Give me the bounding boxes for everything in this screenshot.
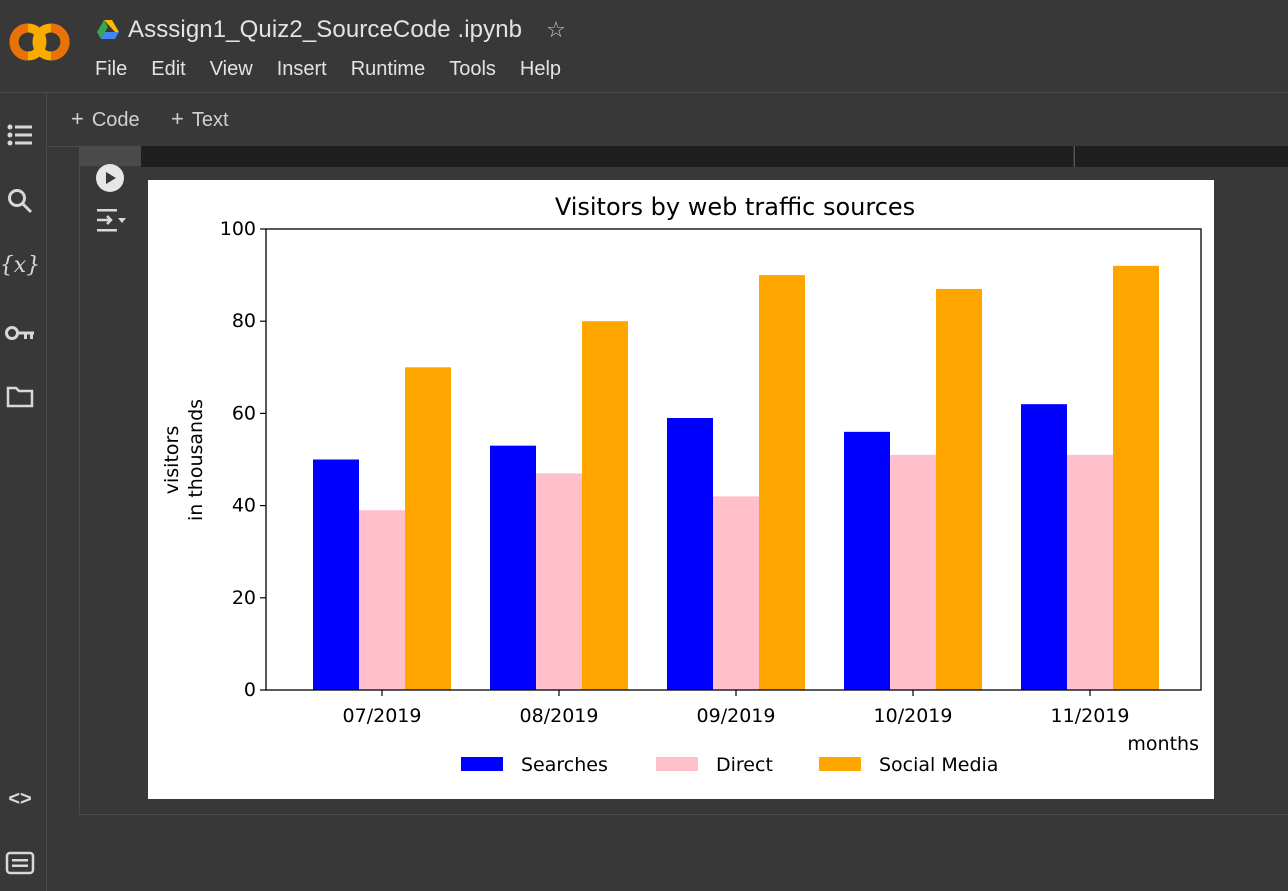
code-snippets-icon[interactable]: <> — [8, 787, 32, 810]
menu-help[interactable]: Help — [519, 58, 562, 80]
menu-view[interactable]: View — [209, 58, 253, 80]
bar-direct-07-2019 — [359, 510, 405, 690]
bar-social-media-09-2019 — [759, 275, 805, 690]
menu-runtime[interactable]: Runtime — [350, 58, 426, 80]
x-tick-label: 10/2019 — [874, 705, 953, 727]
bar-direct-09-2019 — [713, 496, 759, 690]
search-icon[interactable] — [0, 181, 40, 221]
colab-logo-icon[interactable] — [9, 22, 71, 62]
y-tick-label: 80 — [232, 310, 256, 332]
files-folder-icon[interactable] — [0, 377, 40, 417]
bar-searches-11-2019 — [1021, 404, 1067, 690]
legend-label-searches: Searches — [521, 754, 608, 776]
menu-bar: File Edit View Insert Runtime Tools Help — [95, 58, 585, 81]
code-editor-area-right[interactable] — [1074, 146, 1288, 167]
left-rail: {x} <> — [0, 93, 47, 891]
add-code-button[interactable]: + Code — [71, 106, 140, 132]
x-tick-label: 07/2019 — [343, 705, 422, 727]
legend-label-direct: Direct — [716, 754, 773, 776]
terminal-icon[interactable] — [0, 843, 40, 883]
legend: Searches Direct Social Media — [461, 754, 998, 776]
google-drive-icon — [97, 20, 119, 39]
bar-social-media-11-2019 — [1113, 265, 1159, 690]
chart-title: Visitors by web traffic sources — [555, 193, 915, 221]
bar-searches-08-2019 — [490, 445, 536, 690]
legend-swatch-searches — [461, 757, 503, 771]
variables-icon[interactable]: {x} — [0, 252, 41, 278]
y-tick-label: 40 — [232, 495, 256, 517]
table-of-contents-icon[interactable] — [0, 115, 40, 155]
plot-frame — [265, 228, 1202, 691]
y-axis-label-line1: visitors — [161, 426, 183, 495]
output-actions-icon[interactable] — [94, 205, 128, 235]
x-axis-label: months — [1127, 733, 1199, 755]
play-icon[interactable] — [96, 164, 124, 192]
bar-chart: Visitors by web traffic sources visitors… — [161, 193, 1202, 776]
notebook-title[interactable]: Asssign1_Quiz2_SourceCode .ipynb — [128, 16, 523, 43]
secrets-key-icon[interactable] — [0, 313, 40, 353]
bar-searches-09-2019 — [667, 418, 713, 690]
add-text-label: Text — [191, 109, 229, 131]
x-tick-label: 09/2019 — [697, 705, 776, 727]
menu-tools[interactable]: Tools — [449, 58, 496, 80]
bar-social-media-08-2019 — [582, 321, 628, 690]
y-axis-label-line2: in thousands — [185, 399, 207, 521]
add-text-button[interactable]: + Text — [171, 106, 229, 132]
y-tick-label: 60 — [232, 402, 256, 424]
x-tick-label: 11/2019 — [1051, 705, 1130, 727]
x-tick-label: 08/2019 — [520, 705, 599, 727]
notebook-toolbar: + Code + Text — [47, 93, 1288, 147]
cell-gutter — [79, 146, 141, 166]
y-tick-label: 100 — [220, 218, 256, 240]
bar-direct-10-2019 — [890, 454, 936, 690]
legend-swatch-social-media — [819, 757, 861, 771]
header: Asssign1_Quiz2_SourceCode .ipynb ☆ File … — [0, 0, 1288, 93]
y-tick-label: 20 — [232, 587, 256, 609]
bar-searches-10-2019 — [844, 431, 890, 690]
bar-direct-08-2019 — [536, 473, 582, 690]
chart-output: Visitors by web traffic sources visitors… — [148, 180, 1214, 799]
plus-icon: + — [171, 106, 184, 131]
menu-insert[interactable]: Insert — [276, 58, 327, 80]
menu-file[interactable]: File — [95, 58, 128, 80]
add-code-label: Code — [91, 109, 140, 131]
y-tick-label: 0 — [244, 679, 256, 701]
plus-icon: + — [71, 106, 84, 131]
legend-label-social-media: Social Media — [879, 754, 998, 776]
bar-searches-07-2019 — [313, 459, 359, 690]
bar-social-media-07-2019 — [405, 367, 451, 690]
bar-social-media-10-2019 — [936, 288, 982, 690]
star-outline-icon[interactable]: ☆ — [546, 17, 566, 42]
menu-edit[interactable]: Edit — [151, 58, 186, 80]
bar-direct-11-2019 — [1067, 454, 1113, 690]
legend-swatch-direct — [656, 757, 698, 771]
code-editor-area[interactable] — [141, 146, 1073, 167]
